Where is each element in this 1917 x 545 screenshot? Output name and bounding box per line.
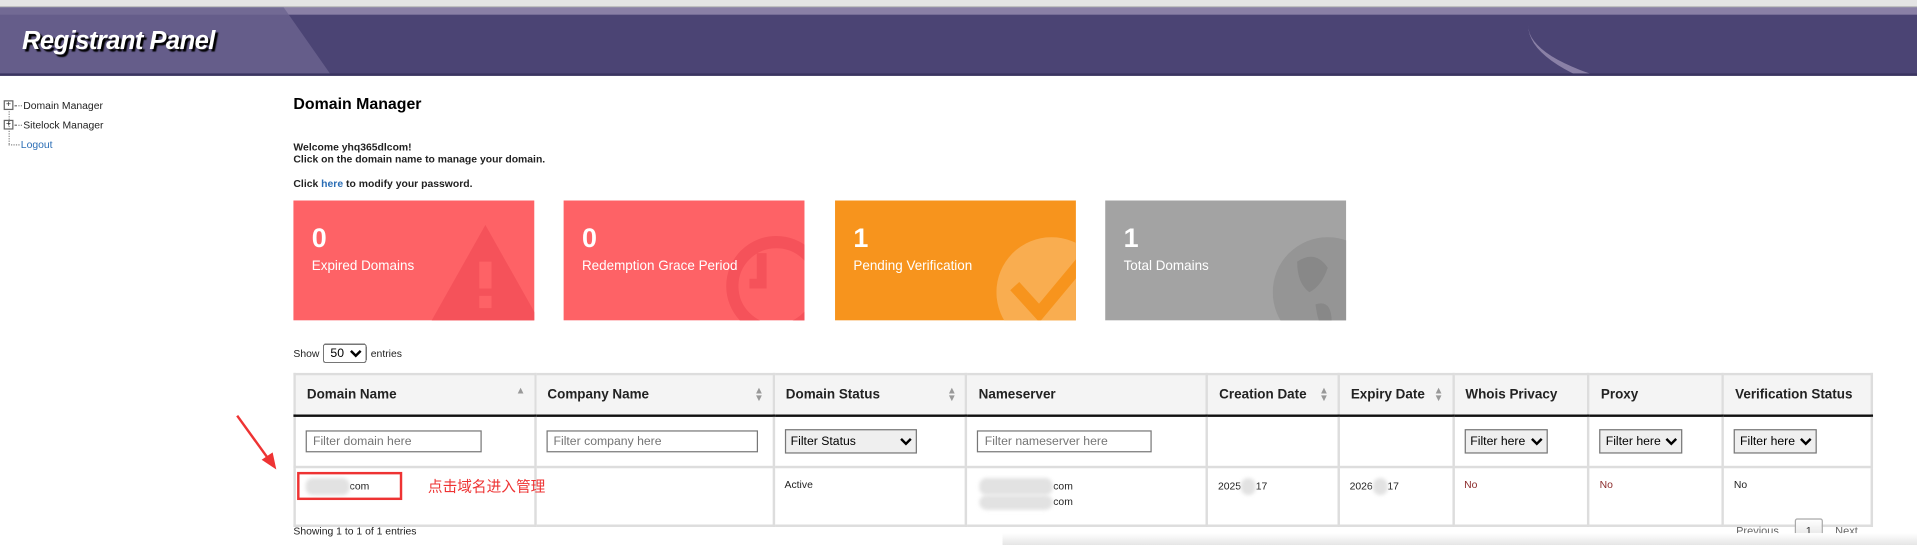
modify-password-link[interactable]: here <box>321 177 344 190</box>
card-value: 1 <box>853 222 869 254</box>
warning-triangle-icon <box>431 224 535 321</box>
sort-icon[interactable]: ▲ ▼ <box>1433 385 1444 404</box>
card-value: 1 <box>1123 222 1139 254</box>
company-filter-input[interactable] <box>546 430 758 453</box>
column-verification-status: Verification Status <box>1721 372 1874 417</box>
show-label: Show <box>293 347 320 360</box>
table-info: Showing 1 to 1 of 1 entries <box>293 524 417 537</box>
tree-connector <box>8 111 10 145</box>
status-filter-select[interactable]: Filter Status <box>784 429 917 454</box>
card-label: Total Domains <box>1123 259 1209 274</box>
verification-status-cell: No <box>1721 465 1874 527</box>
page-title: Domain Manager <box>293 94 422 113</box>
card-value: 0 <box>311 222 327 254</box>
instruction-text: Click on the domain name to manage your … <box>293 152 546 166</box>
sidebar-item-label: Sitelock Manager <box>23 118 104 131</box>
sort-icon[interactable]: ▲ ▼ <box>1319 385 1329 404</box>
annotation-highlight-box <box>297 471 403 501</box>
card-label: Pending Verification <box>853 259 973 274</box>
card-pending-verification[interactable]: 1 Pending Verification <box>835 200 1076 321</box>
domains-table: Domain Name ▲ Company Name ▲ ▼ Domain Statu… <box>293 372 1874 527</box>
password-text: Click here to modify your password. <box>293 177 472 189</box>
column-proxy: Proxy <box>1587 372 1725 417</box>
password-suffix: to modify your password. <box>346 177 473 190</box>
app-title: Registrant Panel <box>22 26 215 56</box>
plus-box-icon[interactable]: + <box>3 100 14 111</box>
annotation-arrow-icon <box>236 414 277 470</box>
globe-icon <box>1272 237 1347 321</box>
card-label: Redemption Grace Period <box>581 259 738 274</box>
domain-filter-input[interactable] <box>305 430 482 453</box>
company-cell <box>533 465 775 527</box>
status-cell: Active <box>772 465 968 527</box>
check-circle-icon <box>996 237 1076 321</box>
column-whois-privacy: Whois Privacy <box>1451 372 1590 417</box>
whois-privacy-cell: No <box>1451 465 1590 527</box>
column-creation-date[interactable]: Creation Date ▲ ▼ <box>1205 372 1340 417</box>
table-header-row: Domain Name ▲ Company Name ▲ ▼ Domain Statu… <box>293 372 1874 417</box>
column-expiry-date[interactable]: Expiry Date ▲ ▼ <box>1337 372 1455 417</box>
proxy-filter-select[interactable]: Filter here <box>1599 429 1683 454</box>
nameserver-cell: com com <box>965 465 1209 527</box>
plus-box-icon[interactable]: + <box>3 119 14 130</box>
verification-filter-select[interactable]: Filter here <box>1733 429 1818 454</box>
card-label: Expired Domains <box>311 259 415 274</box>
column-nameserver: Nameserver <box>965 372 1209 417</box>
whois-filter-select[interactable]: Filter here <box>1464 429 1548 454</box>
creation-date-cell: 2025 17 <box>1205 465 1340 527</box>
table-row: com Active com com 2025 17 2026 17 No No No <box>293 465 1874 527</box>
top-border <box>0 0 1917 8</box>
sidebar-item-label: Domain Manager <box>23 99 103 112</box>
card-expired-domains[interactable]: 0 Expired Domains <box>293 200 535 321</box>
filter-row: Filter Status Filter here Filter here Fi… <box>293 414 1874 469</box>
sidebar-item-sitelock-manager[interactable]: + Sitelock Manager <box>3 118 104 131</box>
sidebar-item-domain-manager[interactable]: + Domain Manager <box>3 99 103 112</box>
card-value: 0 <box>581 222 597 254</box>
card-redemption-grace-period[interactable]: 0 Redemption Grace Period <box>563 200 805 321</box>
sort-icon[interactable]: ▲ ▼ <box>946 385 957 404</box>
domain-link[interactable]: com <box>349 479 370 492</box>
sort-icon[interactable]: ▲ ▼ <box>754 385 764 404</box>
annotation-note: 点击域名进入管理 <box>427 478 546 496</box>
nameserver-filter-input[interactable] <box>977 430 1153 453</box>
domain-name-cell[interactable]: com <box>293 465 537 527</box>
sidebar-item-logout[interactable]: Logout <box>8 138 53 151</box>
password-prefix: Click <box>293 177 319 190</box>
proxy-cell: No <box>1587 465 1725 527</box>
welcome-text: Welcome yhq365dlcom! <box>293 140 412 153</box>
sort-asc-icon[interactable]: ▲ <box>515 385 526 397</box>
entries-label: entries <box>370 347 402 360</box>
entries-per-page-select[interactable]: 50 <box>323 343 368 364</box>
header-banner <box>0 7 1917 76</box>
expiry-date-cell: 2026 17 <box>1337 465 1455 527</box>
clock-icon <box>726 235 805 321</box>
bottom-shadow <box>1002 533 1917 545</box>
column-domain-status[interactable]: Domain Status ▲ ▼ <box>772 372 968 417</box>
column-domain-name[interactable]: Domain Name ▲ <box>293 372 537 417</box>
logout-link[interactable]: Logout <box>20 138 53 151</box>
card-total-domains[interactable]: 1 Total Domains <box>1105 200 1347 321</box>
column-company-name[interactable]: Company Name ▲ ▼ <box>533 372 775 417</box>
entries-length-control: Show 50 entries <box>293 343 402 364</box>
